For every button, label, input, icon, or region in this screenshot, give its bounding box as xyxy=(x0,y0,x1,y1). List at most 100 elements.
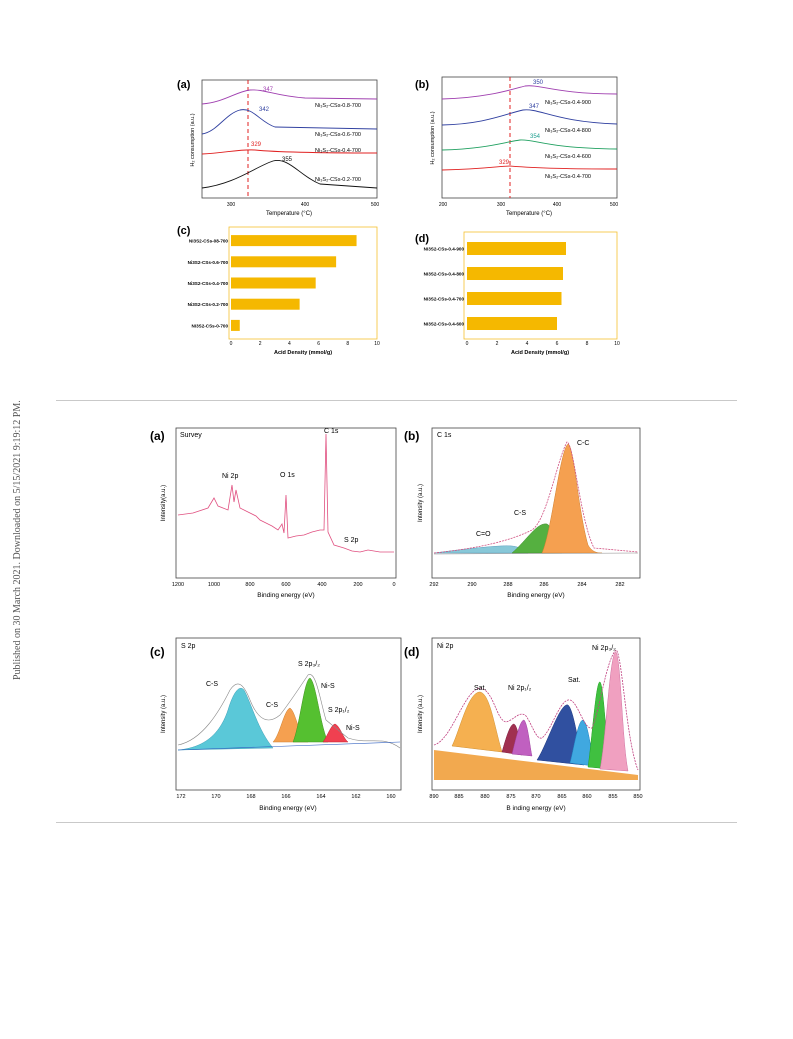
fig1b-label-4: Ni₃S₂-CSs-0.4-700 xyxy=(545,174,591,180)
fig2-panel-b: (b) C 1s C-C C-S C=O 292 290 288 286 284… xyxy=(404,427,641,599)
fig1c-xlabel: Acid Density (mmol/g) xyxy=(274,350,332,356)
fig2d-xtick-1: 885 xyxy=(454,794,463,800)
download-notice: Published on 30 March 2021. Downloaded o… xyxy=(2,300,23,680)
fig1-panel-b: (b) 350 347 354 329 Ni₃S₂-CSs-0.4-900 Ni… xyxy=(415,76,618,217)
fig1c-category-label-0: Ni3S2-CSs-08-700 xyxy=(189,239,229,244)
fig2c-xtick-1: 170 xyxy=(211,794,220,800)
fig1b-peak-2: 347 xyxy=(529,104,540,110)
fig1a-curve-1 xyxy=(201,89,378,105)
fig2a-ann-o1s: O 1s xyxy=(280,472,295,479)
fig1b-curve-3 xyxy=(441,139,618,151)
fig2b-xtick-5: 282 xyxy=(615,582,624,588)
fig1a-peak-1: 347 xyxy=(263,87,274,93)
fig2c-ann-s2p12: S 2p₁/₂ xyxy=(328,707,350,714)
fig2b-ann-co: C=O xyxy=(476,531,491,538)
fig2c-peak-cs1 xyxy=(177,687,274,751)
fig2-panel-a: (a) Survey C 1s Ni 2p O 1s S 2p 1200 100… xyxy=(150,427,397,599)
fig1c-tick-label-4: 8 xyxy=(346,341,349,347)
fig1d-bar-0 xyxy=(467,242,566,255)
fig2a-ann-c1s: C 1s xyxy=(324,428,339,435)
fig1d-bar-2 xyxy=(467,292,562,305)
fig1a-xlabel: Temperature (°C) xyxy=(266,211,312,217)
fig2a-xtick-1: 1000 xyxy=(208,582,220,588)
fig2b-xtick-4: 284 xyxy=(577,582,586,588)
fig2d-ylabel: Intensity (a.u.) xyxy=(418,695,424,733)
fig1d-letter: (d) xyxy=(415,233,429,245)
fig1a-peak-2: 342 xyxy=(259,107,270,113)
fig1a-xtick-0: 300 xyxy=(227,202,236,208)
fig2a-xtick-0: 1200 xyxy=(172,582,184,588)
fig1b-curve-1 xyxy=(441,85,618,100)
fig2d-xtick-2: 880 xyxy=(480,794,489,800)
fig2b-envelope xyxy=(433,441,639,554)
fig1c-letter: (c) xyxy=(177,225,191,237)
fig1b-letter: (b) xyxy=(415,79,429,91)
fig2b-frame xyxy=(431,427,641,579)
fig2d-peak-sat1 xyxy=(451,691,503,753)
fig1d-tick-labels: 0 2 4 6 8 10 xyxy=(466,341,620,347)
fig1-panel-a: (a) 347 342 329 355 Ni₃S₂-CSs-0.8-700 Ni… xyxy=(177,79,380,217)
download-notice-text: Published on 30 March 2021. Downloaded o… xyxy=(12,400,23,680)
fig2c-ann-s2p32: S 2p₃/₂ xyxy=(298,661,320,668)
fig1a-curve-3 xyxy=(201,149,378,155)
fig2c-xtick-2: 168 xyxy=(246,794,255,800)
fig2d-xtick-8: 850 xyxy=(633,794,642,800)
fig1d-tick-label-0: 0 xyxy=(466,341,469,347)
fig2c-xtick-0: 172 xyxy=(176,794,185,800)
fig2c-xtick-6: 160 xyxy=(386,794,395,800)
fig2d-xlabel: B inding energy (eV) xyxy=(506,805,565,812)
fig1c-tick-labels: 0 2 4 6 8 10 xyxy=(230,341,380,347)
fig1a-frame xyxy=(201,79,378,199)
fig1d-tick-label-3: 6 xyxy=(556,341,559,347)
fig2b-xtick-2: 288 xyxy=(503,582,512,588)
divider-top xyxy=(56,400,737,401)
fig1c-tick-label-5: 10 xyxy=(374,341,380,347)
fig1a-peak-3: 329 xyxy=(251,142,262,148)
fig1d-bar-1 xyxy=(467,267,563,280)
fig1c-category-label-1: Ni3S2-CSs-0.6-700 xyxy=(188,260,229,265)
fig1c-category-labels: Ni3S2-CSs-08-700 Ni3S2-CSs-0.6-700 Ni3S2-C… xyxy=(188,239,229,329)
fig2c-xtick-4: 164 xyxy=(316,794,325,800)
fig2d-ann-ni2p32: Ni 2p₃/₂ xyxy=(592,645,616,652)
fig2b-ann-cs: C-S xyxy=(514,510,526,517)
fig2d-xtick-6: 860 xyxy=(582,794,591,800)
fig2d-background xyxy=(434,750,638,780)
fig2d-letter: (d) xyxy=(404,645,419,659)
fig1d-xlabel: Acid Density (mmol/g) xyxy=(511,350,569,356)
fig1a-curve-2 xyxy=(201,109,378,135)
fig2c-ann-nis1: Ni-S xyxy=(321,683,335,690)
fig2d-xtick-0: 890 xyxy=(429,794,438,800)
fig1c-tick-label-0: 0 xyxy=(230,341,233,347)
fig1c-tick-label-3: 6 xyxy=(317,341,320,347)
fig2d-frame xyxy=(431,637,641,791)
fig1d-category-labels: Ni3S2-CSs-0.4-900 Ni3S2-CSs-0.4-800 Ni3S2-… xyxy=(424,247,465,327)
fig2d-envelope xyxy=(433,649,639,771)
fig1d-category-label-3: Ni3S2-CSs-0.4-600 xyxy=(424,322,465,327)
fig2c-ann-cs2: C-S xyxy=(266,702,278,709)
fig1c-bar-2 xyxy=(231,277,316,289)
fig2d-title: Ni 2p xyxy=(437,643,453,650)
fig2a-ylabel: Intensity(a.u.) xyxy=(161,485,167,521)
fig1c-bars xyxy=(231,235,357,331)
fig1a-xtick-2: 500 xyxy=(371,202,380,208)
fig1b-label-1: Ni₃S₂-CSs-0.4-900 xyxy=(545,100,591,106)
fig2-panel-d: (d) Ni 2p Sat. Ni 2p₁/₂ Sat. Ni 2p₃/₂ 89… xyxy=(404,637,643,812)
fig1c-tick-label-2: 4 xyxy=(288,341,291,347)
fig1-panel-c: (c) Ni3S2-CSs-08-700Ni3S2-CSs-0.6-700Ni3… xyxy=(177,225,380,356)
fig2d-peak-ni2p12b xyxy=(511,719,533,757)
fig2d-ann-sat1: Sat. xyxy=(474,685,487,692)
fig1c-bar-4 xyxy=(231,319,240,331)
fig2b-xtick-0: 292 xyxy=(429,582,438,588)
fig1a-ylabel: H₂ consumption (a.u.) xyxy=(190,113,196,166)
fig1c-category-label-3: Ni3S2-CSs-0.2-700 xyxy=(188,302,229,307)
fig1b-xlabel: Temperature (°C) xyxy=(506,211,552,217)
fig1a-xtick-1: 400 xyxy=(301,202,310,208)
fig1a-label-3: Ni₃S₂-CSs-0.4-700 xyxy=(315,148,361,154)
fig1d-category-label-1: Ni3S2-CSs-0.4-800 xyxy=(424,272,465,277)
fig1b-xtick-0: 200 xyxy=(439,202,448,208)
fig1c-category-label-2: Ni3S2-CSs-0.4-700 xyxy=(188,281,229,286)
fig2b-ann-cc: C-C xyxy=(577,440,589,447)
fig1-panel-d: (d) Ni3S2-CSs-0.4-900Ni3S2-CSs-0.4-800Ni… xyxy=(415,231,620,356)
fig2c-ylabel: Intensity (a.u.) xyxy=(161,695,167,733)
fig1a-label-2: Ni₃S₂-CSs-0.6-700 xyxy=(315,132,361,138)
